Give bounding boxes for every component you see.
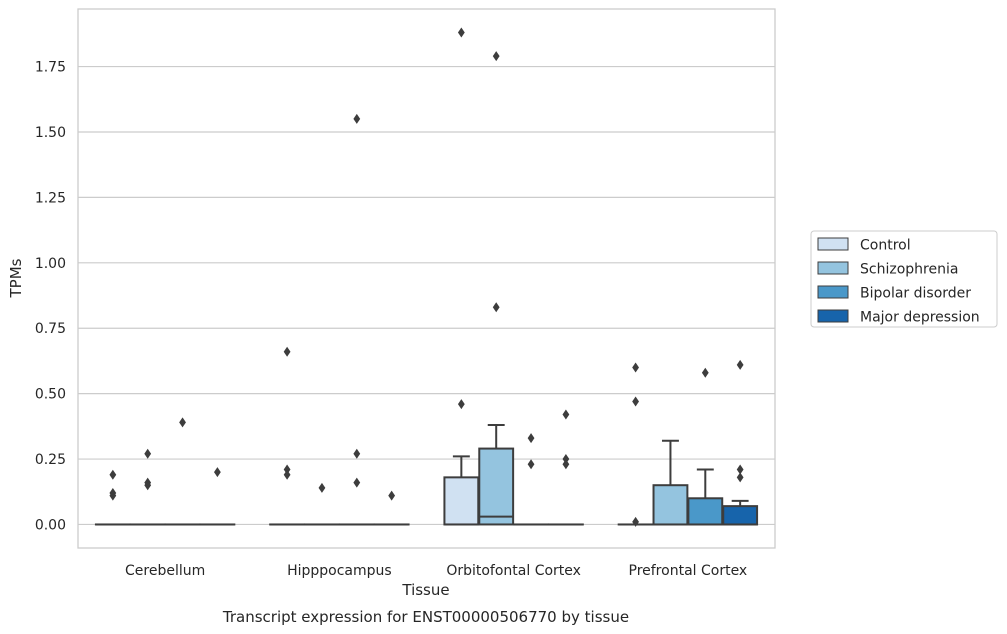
legend-label: Control <box>860 238 911 254</box>
legend-swatch <box>817 309 849 323</box>
outlier-point <box>353 113 361 124</box>
outlier-point <box>109 469 117 480</box>
outlier-point <box>283 464 291 475</box>
box-body <box>722 505 759 526</box>
y-tick-label: 0.25 <box>35 452 66 468</box>
outlier-point <box>701 367 709 378</box>
box-body <box>443 476 480 526</box>
plot-area <box>77 8 776 549</box>
legend-swatch <box>817 285 849 299</box>
outlier-point <box>562 409 570 420</box>
y-tick-label: 0.50 <box>35 387 66 403</box>
outlier-point <box>144 480 152 491</box>
x-tick-labels: Cerebellum Hipppocampus Orbitofontal Corte… <box>125 563 747 579</box>
x-tick-label: Orbitofontal Cortex <box>446 563 581 579</box>
outlier-point <box>318 482 326 493</box>
legend-label: Bipolar disorder <box>860 286 971 302</box>
outlier-point <box>632 396 639 407</box>
box-schizophrenia <box>478 424 515 526</box>
outlier-point <box>527 433 535 444</box>
outlier-point <box>736 359 744 370</box>
legend: Control Schizophrenia Bipolar disorder Majo… <box>810 230 998 328</box>
outlier-point <box>179 417 186 428</box>
outlier-point <box>283 469 291 480</box>
outlier-point <box>562 454 570 465</box>
y-axis-label: TPMs <box>7 258 25 298</box>
legend-swatch <box>817 261 849 275</box>
outlier-point <box>353 477 361 488</box>
y-tick-label: 1.50 <box>35 125 66 141</box>
outlier-point <box>736 464 744 475</box>
outlier-point <box>109 490 117 501</box>
box-groups <box>94 424 759 526</box>
box-body <box>652 484 689 526</box>
outlier-point <box>144 448 152 459</box>
outlier-point <box>457 27 465 38</box>
x-tick-label: Cerebellum <box>125 563 205 579</box>
outlier-point <box>562 459 570 470</box>
box-body <box>478 447 515 526</box>
box-body <box>687 497 724 526</box>
outlier-point <box>527 459 535 470</box>
y-tick-label: 0.00 <box>35 517 66 533</box>
legend-label: Schizophrenia <box>860 262 958 278</box>
x-axis-label: Tissue <box>401 581 449 599</box>
chart-caption: Transcript expression for ENST0000050677… <box>222 608 629 626</box>
outlier-point <box>214 467 221 478</box>
x-tick-label: Prefrontal Cortex <box>629 563 748 579</box>
outlier-points <box>109 27 744 527</box>
y-tick-labels: 0.00 0.25 0.50 0.75 1.00 1.25 1.50 1.75 <box>35 60 66 534</box>
outlier-point <box>388 490 396 501</box>
legend-label: Major depression <box>860 310 980 326</box>
box-major-depression <box>722 499 759 526</box>
outlier-point <box>736 472 744 483</box>
outlier-point <box>353 448 361 459</box>
y-tick-label: 0.75 <box>35 321 66 337</box>
x-tick-label: Hipppocampus <box>287 563 392 579</box>
y-tick-label: 1.75 <box>35 60 66 76</box>
outlier-point <box>492 302 500 313</box>
y-tick-label: 1.25 <box>35 190 66 206</box>
outlier-point <box>632 516 639 527</box>
legend-frame <box>810 230 998 328</box>
y-tick-label: 1.00 <box>35 256 66 272</box>
legend-swatch <box>817 237 849 251</box>
outlier-point <box>283 346 291 357</box>
outlier-point <box>632 362 639 373</box>
outlier-point <box>492 51 500 62</box>
outlier-point <box>457 399 465 410</box>
